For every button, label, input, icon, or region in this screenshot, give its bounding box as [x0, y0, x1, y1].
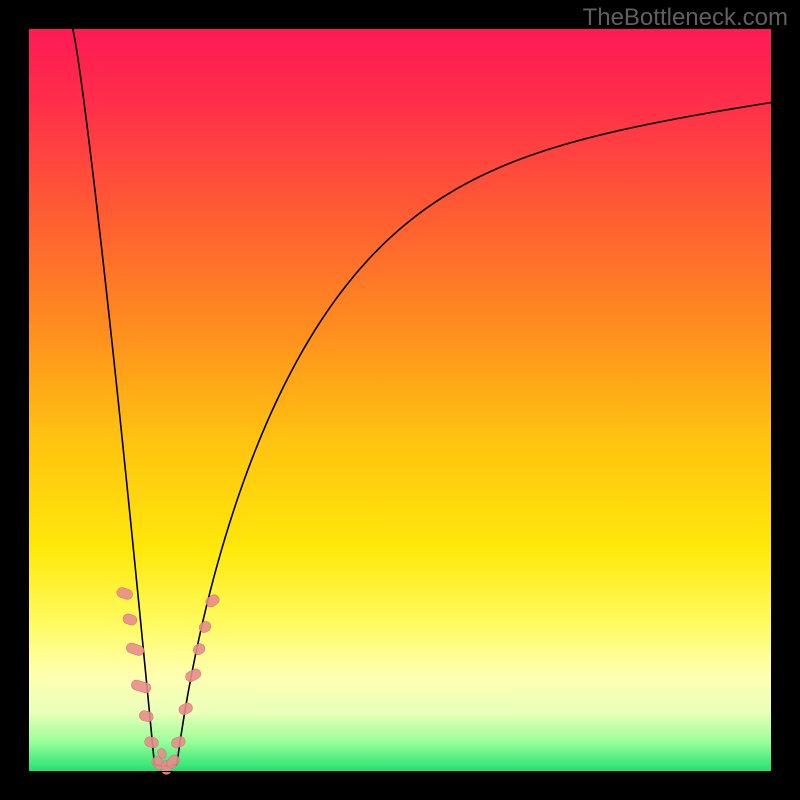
page-root: TheBottleneck.com [0, 0, 800, 800]
bottleneck-chart [0, 0, 800, 800]
watermark-text: TheBottleneck.com [583, 4, 788, 32]
chart-background [28, 28, 772, 772]
